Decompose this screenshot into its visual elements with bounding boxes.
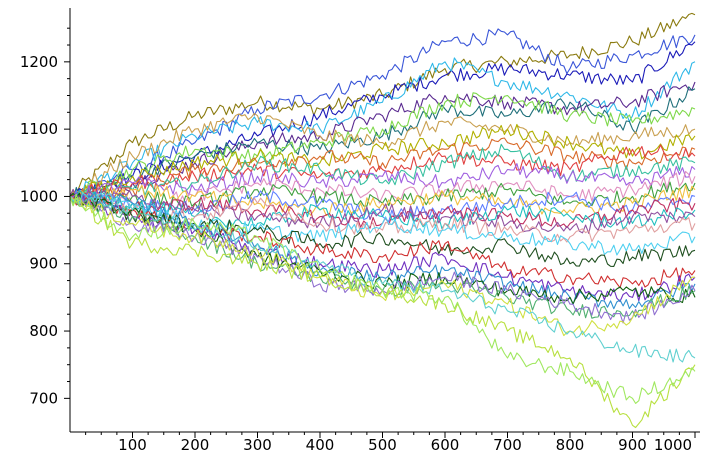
series-line-25 <box>69 192 696 303</box>
series-line-31 <box>69 192 696 363</box>
x-tick-label: 900 <box>618 436 647 452</box>
series-line-7 <box>69 92 696 200</box>
series-line-20 <box>69 188 696 234</box>
x-tick-label: 400 <box>306 436 335 452</box>
series-line-11 <box>69 144 696 201</box>
x-tick-label: 100 <box>118 436 147 452</box>
series-line-14 <box>69 170 696 210</box>
series-line-33 <box>69 193 696 404</box>
series-layer <box>69 12 696 429</box>
series-line-2 <box>69 28 696 200</box>
x-tick-label: 500 <box>368 436 397 452</box>
series-line-16 <box>69 184 696 217</box>
series-line-6 <box>69 86 696 201</box>
series-line-23 <box>69 194 696 267</box>
series-line-21 <box>69 195 696 243</box>
y-tick-label: 1100 <box>20 120 58 138</box>
x-tick-label: 600 <box>431 436 460 452</box>
series-line-13 <box>69 163 696 200</box>
series-line-30 <box>69 195 695 337</box>
x-tick-label: 700 <box>493 436 522 452</box>
x-tick-label: 800 <box>556 436 585 452</box>
series-line-22 <box>69 192 696 256</box>
series-line-9 <box>69 123 696 201</box>
y-tick-label: 800 <box>29 322 58 340</box>
series-line-26 <box>69 192 696 310</box>
series-line-8 <box>69 112 696 197</box>
y-tick-label: 1200 <box>20 53 58 71</box>
axis-layer: 700 800 900 1000 1100 1200 100 200 300 400 500 600 7… <box>20 8 700 452</box>
x-tick-label: 300 <box>243 436 272 452</box>
y-tick-label: 900 <box>29 255 58 273</box>
x-tick-label: 200 <box>181 436 210 452</box>
series-line-10 <box>69 137 696 202</box>
y-tick-label: 700 <box>29 389 58 407</box>
y-tick-label: 1000 <box>20 187 58 205</box>
x-tick-label: 1000 <box>654 436 692 452</box>
series-line-5 <box>69 81 696 201</box>
